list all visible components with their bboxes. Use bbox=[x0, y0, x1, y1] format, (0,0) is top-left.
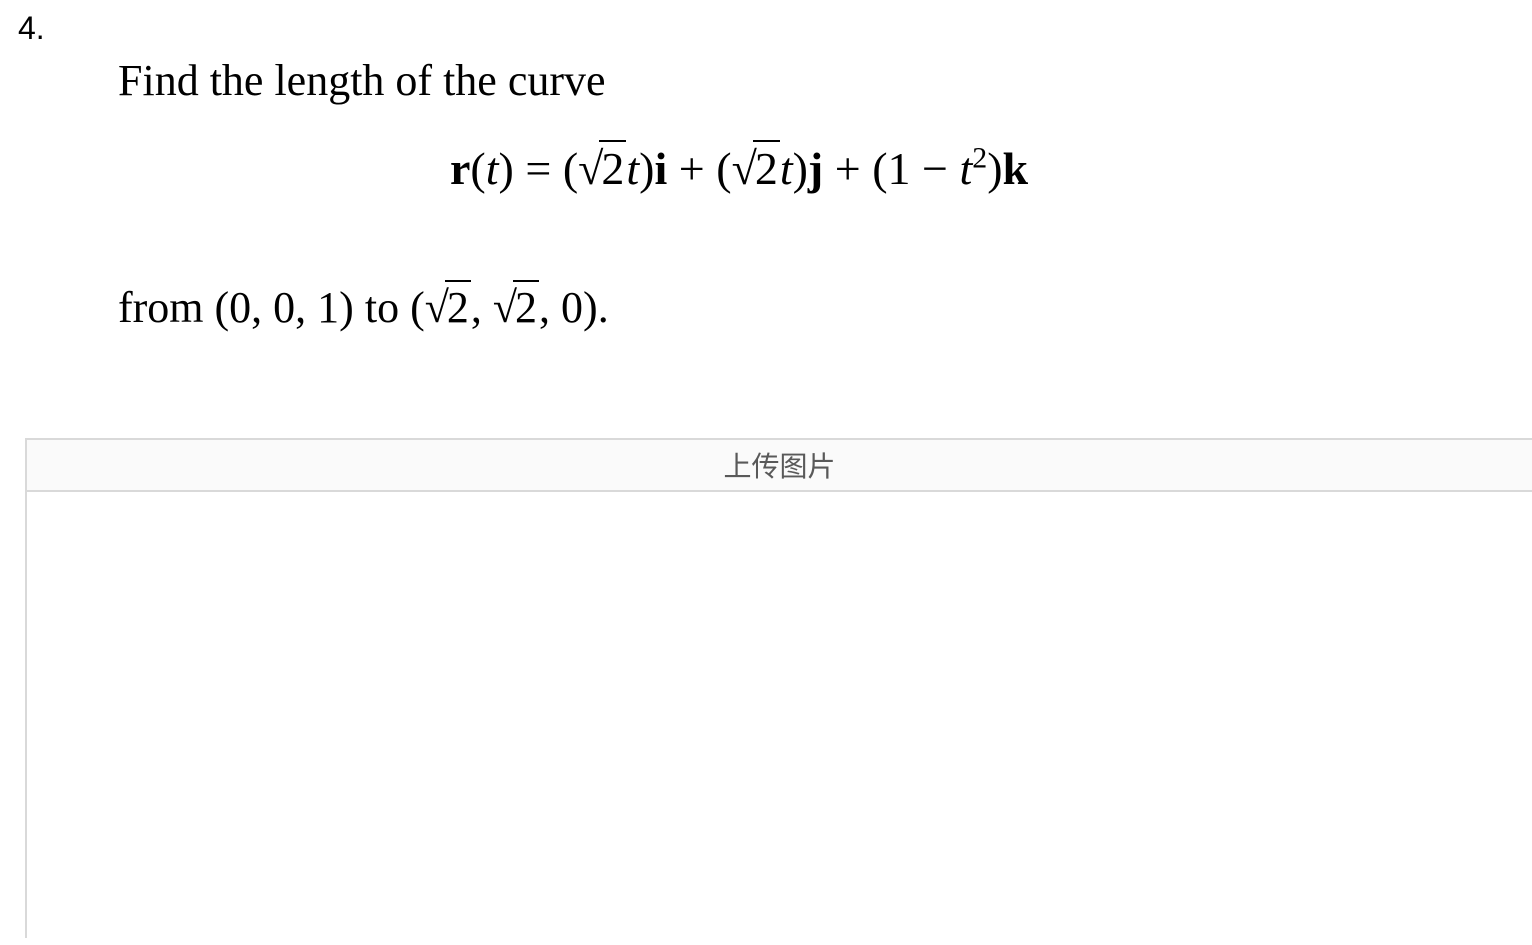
upload-header[interactable]: 上传图片 bbox=[27, 440, 1532, 492]
t-1: t bbox=[626, 143, 639, 194]
question-number: 4. bbox=[18, 10, 45, 47]
upload-label: 上传图片 bbox=[723, 445, 835, 485]
close-paren-3: ) bbox=[987, 143, 1002, 194]
open-paren-1: ( bbox=[563, 143, 578, 194]
exponent-2: 2 bbox=[972, 142, 987, 175]
close-paren: ) bbox=[499, 143, 514, 194]
one: 1 bbox=[888, 143, 911, 194]
close-paren-1: ) bbox=[639, 143, 654, 194]
point-2: (√2, √2, 0). bbox=[410, 283, 609, 332]
t-2: t bbox=[780, 143, 793, 194]
t-3: t bbox=[959, 143, 972, 194]
vector-r: r bbox=[450, 143, 470, 194]
unit-j: j bbox=[808, 143, 823, 194]
formula: r(t) = (√2t)i + (√2t)j + (1 − t2)k bbox=[450, 140, 1028, 195]
sqrt-2: √2 bbox=[732, 140, 780, 195]
equals: = bbox=[525, 143, 551, 194]
plus-1: + bbox=[679, 143, 705, 194]
open-paren-2: ( bbox=[716, 143, 731, 194]
sqrt-p2b: √2 bbox=[493, 280, 539, 333]
unit-i: i bbox=[655, 143, 668, 194]
sqrt-1: √2 bbox=[578, 140, 626, 195]
plus-2: + bbox=[835, 143, 861, 194]
from-to-text: from (0, 0, 1) to (√2, √2, 0). bbox=[118, 280, 609, 333]
open-paren: ( bbox=[470, 143, 485, 194]
var-t-lhs: t bbox=[486, 143, 499, 194]
from-label: from bbox=[118, 283, 204, 332]
upload-area[interactable]: 上传图片 bbox=[25, 438, 1532, 938]
open-paren-3: ( bbox=[872, 143, 887, 194]
to-label: to bbox=[365, 283, 399, 332]
close-paren-2: ) bbox=[793, 143, 808, 194]
minus: − bbox=[922, 143, 948, 194]
unit-k: k bbox=[1003, 143, 1029, 194]
problem-prompt: Find the length of the curve bbox=[118, 52, 606, 109]
sqrt-p2a: √2 bbox=[425, 280, 471, 333]
point-1: (0, 0, 1) bbox=[215, 283, 354, 332]
